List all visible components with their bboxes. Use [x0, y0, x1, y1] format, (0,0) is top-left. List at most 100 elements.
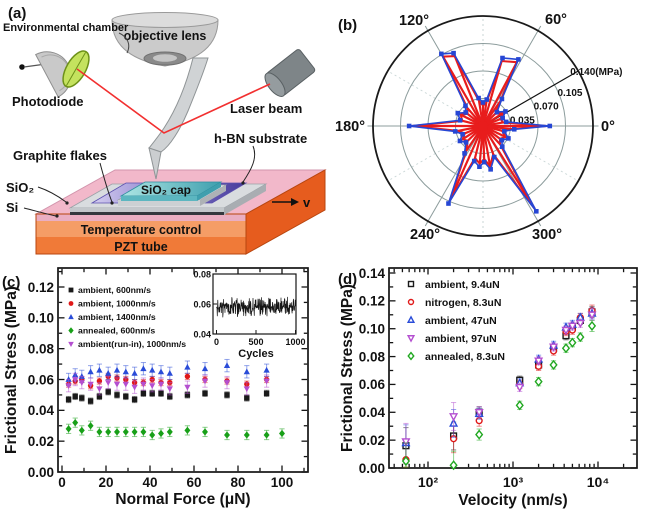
triangle-up-marker	[87, 368, 94, 375]
afm-tip	[148, 147, 162, 180]
square-marker	[406, 123, 412, 129]
cap-base-front-face	[118, 200, 200, 206]
tick-label: annealed, 8.3uN	[425, 351, 505, 363]
square-marker	[533, 208, 539, 214]
environmental-chamber-label: Environmental chamber	[3, 22, 129, 34]
triangle-up-marker	[184, 363, 191, 370]
triangle-down-marker	[131, 384, 138, 391]
tick-label: 0.035	[510, 115, 535, 126]
tick-label: 0.08	[359, 349, 386, 364]
square-marker	[502, 129, 507, 134]
triangle-down-marker	[122, 381, 129, 388]
triangle-down-marker	[72, 377, 79, 383]
square-marker	[462, 151, 467, 156]
laser-beam-label: Laser beam	[230, 101, 302, 116]
tick-label: 80	[230, 475, 245, 490]
tick-label: 10²	[418, 474, 439, 490]
tick-label: annealed, 600nm/s	[78, 326, 155, 336]
pzt-tube-band	[36, 237, 246, 254]
square-marker	[105, 389, 111, 395]
tick-label: 0.105	[557, 88, 582, 99]
square-marker	[463, 110, 468, 115]
triangle-up-marker	[131, 369, 138, 376]
square-marker	[114, 392, 120, 398]
diamond-marker	[243, 431, 250, 439]
diamond-marker	[87, 422, 94, 430]
pzt-tube-label: PZT tube	[114, 240, 168, 254]
hbn-substrate-label: h-BN substrate	[214, 131, 307, 146]
square-marker	[463, 103, 468, 109]
sio2-leader-line	[37, 186, 67, 203]
tick-label: 0.12	[28, 280, 54, 295]
circle-marker	[407, 298, 415, 306]
diamond-marker	[534, 376, 543, 387]
square-marker	[494, 109, 500, 115]
triangle-down-marker	[96, 386, 103, 393]
square-marker	[457, 138, 463, 144]
chamber-curve	[118, 32, 130, 54]
square-marker	[480, 100, 486, 105]
si-slab-front-edge	[36, 214, 246, 221]
plot-frame	[57, 267, 309, 473]
sio2-layer-side-face	[224, 184, 266, 215]
diamond-marker	[105, 428, 112, 436]
si-leader-dot	[55, 214, 59, 218]
triangle-down-marker	[534, 357, 544, 366]
objective-lens-label: objective lens	[124, 29, 207, 43]
triangle-down-marker	[263, 378, 270, 385]
tick-label: Normal Force (μN)	[115, 491, 250, 508]
sio2-label: SiO₂	[6, 180, 34, 195]
triangle-down-marker	[105, 380, 112, 386]
panel-c-force-plot: (c) 0 20 40 60 80 100 0.00 0.02 0.04 0.06 0.08 0.10…	[2, 267, 309, 508]
tick-label: Cycles	[238, 348, 273, 360]
square-marker	[463, 140, 469, 145]
diamond-marker	[587, 320, 597, 331]
sio2-cap-label: SiO₂ cap	[141, 183, 191, 197]
series-square	[65, 388, 270, 405]
panel-c-label: (c)	[2, 274, 20, 291]
circle-marker	[68, 301, 74, 306]
sio2-cap-front-face	[121, 196, 197, 201]
tick-label: 1000	[285, 337, 305, 347]
polar-chart: 0.035 0.070 0.105 0.140(MPa) 0° 60° 120° 180° 24…	[335, 12, 623, 243]
square-marker	[451, 50, 456, 56]
diamond-marker	[122, 428, 129, 436]
objective-lens-glass	[153, 54, 177, 62]
noise-trace	[216, 296, 296, 318]
diamond-marker	[72, 418, 79, 427]
triangle-down-marker	[87, 381, 94, 388]
series-triangle-down	[401, 308, 597, 461]
triangle-up-marker	[201, 365, 209, 372]
series-triangle-down	[65, 372, 270, 396]
tick-label: ambient, 600nm/s	[78, 285, 151, 295]
sio2-leader-dot	[65, 201, 69, 205]
tick-label: 60°	[545, 12, 567, 28]
graphite-leader-dot	[110, 201, 114, 205]
panel-b-polar-plot: (b) 0.035 0.070 0.105 0.140(MPa) 0° 60° 120° 18…	[335, 12, 623, 243]
square-marker	[65, 396, 72, 403]
square-marker	[477, 164, 482, 170]
triangle-down-marker	[575, 319, 585, 329]
afm-cantilever	[148, 57, 209, 153]
series-diamond	[65, 417, 285, 441]
triangle-up-marker	[122, 368, 129, 375]
tick-label: 0.00	[359, 461, 385, 476]
triangle-down-marker	[406, 335, 416, 343]
triangle-down-marker	[149, 383, 156, 390]
square-marker	[452, 129, 458, 134]
square-marker	[96, 393, 103, 400]
square-marker	[149, 390, 155, 397]
square-marker	[263, 390, 270, 397]
triangle-down-marker	[65, 383, 72, 390]
cycles-inset: 0.04 0.06 0.08 0 500 1000 Cycles	[193, 270, 305, 361]
triangle-up-marker	[149, 366, 156, 373]
diamond-marker	[68, 327, 74, 334]
tick-label: 0	[214, 337, 219, 347]
square-marker	[481, 159, 487, 165]
velocity-label: v	[303, 195, 311, 210]
diamond-marker	[114, 428, 120, 436]
tick-label: ambient, 47uN	[425, 315, 497, 327]
diamond-marker	[149, 431, 156, 439]
velocity-arrow-head	[291, 198, 299, 206]
triangle-up-marker	[243, 368, 250, 375]
